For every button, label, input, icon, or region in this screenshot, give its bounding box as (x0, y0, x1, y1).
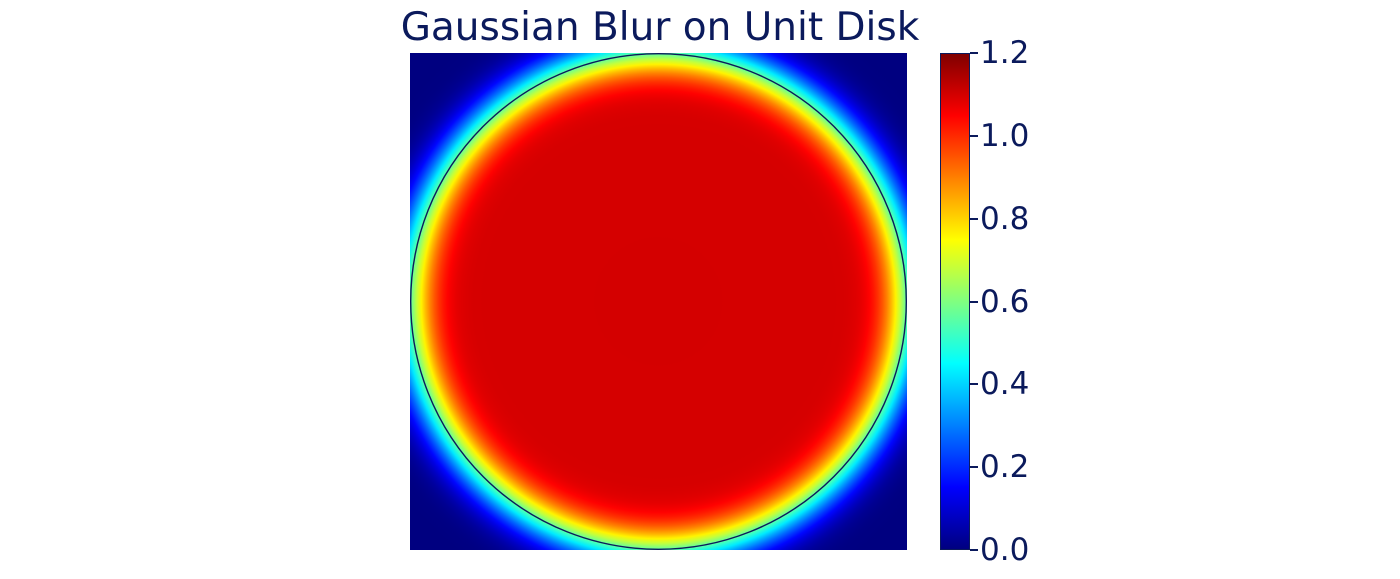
colorbar-tick-label: 0.2 (980, 449, 1030, 486)
colorbar-tick-label: 0.6 (980, 283, 1030, 320)
colorbar (940, 53, 970, 550)
colorbar-tick (970, 549, 978, 551)
colorbar-tick-label: 1.2 (980, 35, 1030, 71)
colorbar-tick-label: 1.0 (980, 117, 1030, 154)
chart-title: Gaussian Blur on Unit Disk (400, 5, 920, 50)
colorbar-tick (970, 466, 978, 469)
colorbar-tick (970, 383, 978, 386)
colorbar-tick (970, 217, 978, 220)
colorbar-tick (970, 134, 978, 137)
unit-circle-outline (410, 53, 907, 550)
heatmap-plot (410, 53, 907, 550)
colorbar-gradient (941, 54, 969, 549)
colorbar-tick-label: 0.0 (980, 532, 1030, 568)
colorbar-tick (970, 300, 978, 303)
colorbar-tick-label: 0.8 (980, 200, 1030, 237)
heatmap-field (410, 53, 907, 550)
colorbar-tick (970, 52, 978, 54)
colorbar-tick-label: 0.4 (980, 366, 1030, 403)
